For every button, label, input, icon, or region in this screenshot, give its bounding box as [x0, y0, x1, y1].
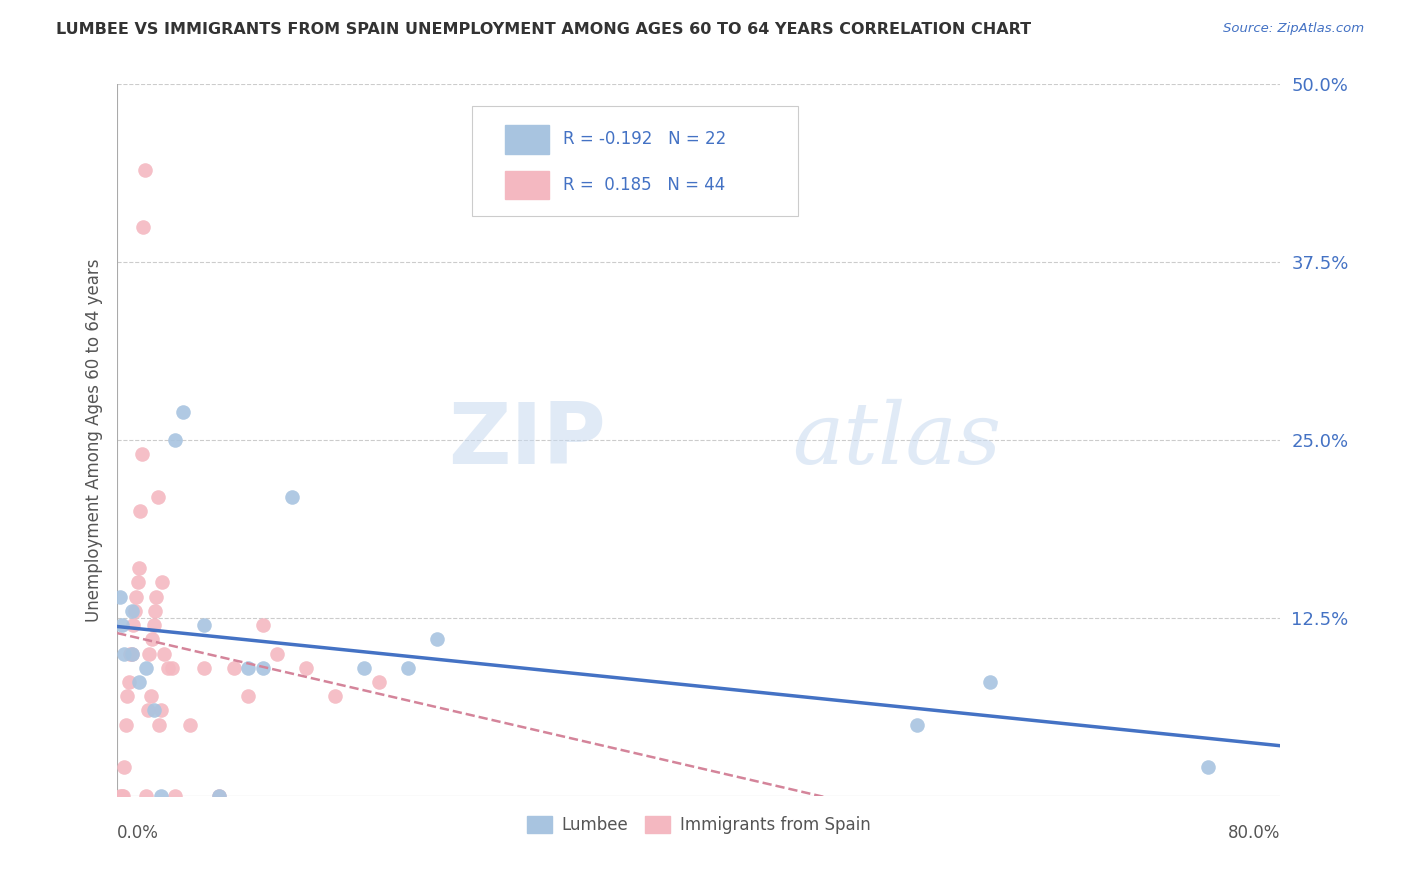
Point: [236, 661, 259, 675]
Point: [157, 661, 180, 675]
Point: [114, 760, 136, 774]
Point: [193, 618, 215, 632]
Text: R = -0.192   N = 22: R = -0.192 N = 22: [562, 130, 725, 148]
Point: [129, 504, 152, 518]
Point: [1197, 760, 1219, 774]
Point: [252, 618, 274, 632]
Point: [122, 618, 145, 632]
Point: [115, 717, 138, 731]
Point: [108, 789, 131, 803]
Point: [165, 433, 187, 447]
Point: [142, 618, 165, 632]
Point: [146, 490, 169, 504]
Point: [979, 675, 1001, 690]
Point: [208, 789, 231, 803]
Point: [121, 647, 143, 661]
Point: [252, 661, 274, 675]
Point: [148, 717, 170, 731]
Point: [141, 632, 163, 647]
Point: [367, 675, 389, 690]
Point: [121, 604, 143, 618]
Point: [125, 590, 148, 604]
Text: Source: ZipAtlas.com: Source: ZipAtlas.com: [1223, 22, 1364, 36]
Point: [118, 675, 141, 690]
Point: [162, 661, 184, 675]
Point: [266, 647, 288, 661]
Point: [134, 162, 156, 177]
Text: ZIP: ZIP: [449, 399, 606, 482]
Point: [143, 604, 166, 618]
Text: atlas: atlas: [792, 399, 1001, 482]
Point: [396, 661, 419, 675]
Point: [150, 575, 173, 590]
Point: [179, 717, 201, 731]
Point: [117, 690, 139, 704]
Point: [145, 590, 167, 604]
Point: [172, 405, 194, 419]
Point: [131, 447, 153, 461]
Point: [208, 789, 231, 803]
Point: [165, 789, 187, 803]
Point: [905, 717, 928, 731]
Point: [426, 632, 449, 647]
Point: [128, 675, 150, 690]
Point: [127, 575, 149, 590]
Point: [149, 703, 172, 717]
FancyBboxPatch shape: [472, 106, 797, 216]
Point: [135, 661, 157, 675]
Legend: Lumbee, Immigrants from Spain: Lumbee, Immigrants from Spain: [520, 809, 877, 841]
Point: [132, 219, 155, 234]
Bar: [505, 125, 548, 153]
Point: [142, 703, 165, 717]
Point: [149, 789, 172, 803]
Bar: [505, 170, 548, 199]
Point: [280, 490, 302, 504]
Point: [295, 661, 318, 675]
Point: [138, 647, 160, 661]
Point: [111, 789, 134, 803]
Point: [193, 661, 215, 675]
Point: [114, 647, 136, 661]
Point: [323, 690, 346, 704]
Point: [120, 647, 142, 661]
Point: [222, 661, 245, 675]
Text: 0.0%: 0.0%: [117, 824, 159, 842]
Point: [108, 590, 131, 604]
Point: [236, 690, 259, 704]
Text: 80.0%: 80.0%: [1227, 824, 1281, 842]
Point: [110, 618, 132, 632]
Point: [128, 561, 150, 575]
Y-axis label: Unemployment Among Ages 60 to 64 years: Unemployment Among Ages 60 to 64 years: [86, 259, 103, 622]
Point: [353, 661, 375, 675]
Point: [136, 703, 159, 717]
Text: LUMBEE VS IMMIGRANTS FROM SPAIN UNEMPLOYMENT AMONG AGES 60 TO 64 YEARS CORRELATI: LUMBEE VS IMMIGRANTS FROM SPAIN UNEMPLOY…: [56, 22, 1032, 37]
Point: [110, 789, 132, 803]
Point: [121, 647, 143, 661]
Point: [124, 604, 146, 618]
Point: [135, 789, 157, 803]
Point: [152, 647, 174, 661]
Point: [139, 690, 162, 704]
Text: R =  0.185   N = 44: R = 0.185 N = 44: [562, 176, 725, 194]
